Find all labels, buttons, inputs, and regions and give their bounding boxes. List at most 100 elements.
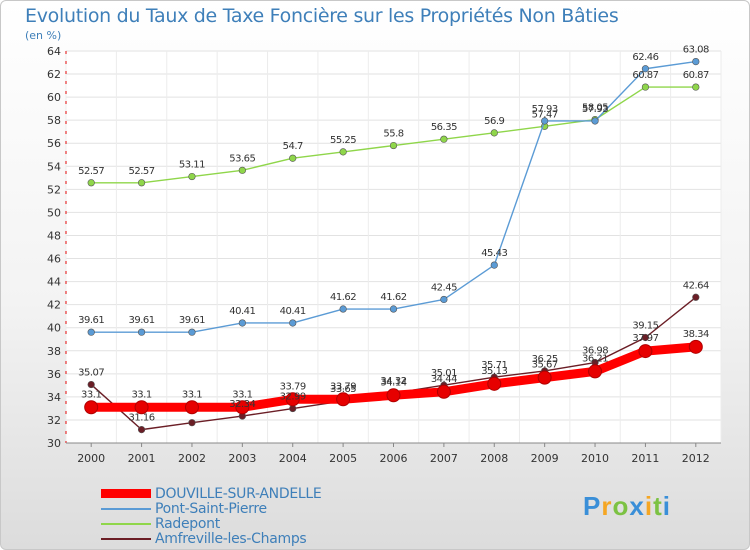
legend-swatch-amfreville xyxy=(101,537,151,540)
y-tick-label: 52 xyxy=(47,183,61,196)
data-label: 40.41 xyxy=(229,306,255,317)
logo-letter: t xyxy=(653,491,663,521)
data-label: 57.93 xyxy=(582,104,608,115)
proxiti-logo[interactable]: Proxiti xyxy=(583,491,671,522)
logo-letter: i xyxy=(644,491,654,521)
data-label: 39.61 xyxy=(179,315,205,326)
data-label: 56.9 xyxy=(484,116,504,127)
data-point xyxy=(490,261,498,269)
legend-swatch-radepont xyxy=(101,522,151,525)
data-label: 37.97 xyxy=(632,333,658,344)
x-tick-label: 2006 xyxy=(380,452,408,465)
x-tick-label: 2005 xyxy=(329,452,357,465)
data-point xyxy=(87,380,95,389)
data-point xyxy=(591,117,599,125)
data-label: 52.57 xyxy=(78,166,104,177)
legend-swatch-pont-saint-pierre xyxy=(101,507,151,510)
data-label: 32.34 xyxy=(229,399,255,410)
y-tick-label: 46 xyxy=(47,253,61,266)
legend-label: DOUVILLE-SUR-ANDELLE xyxy=(155,485,322,502)
data-label: 35.71 xyxy=(481,360,507,371)
data-label: 34.32 xyxy=(380,376,406,387)
data-label: 45.43 xyxy=(481,248,507,259)
logo-letter: P xyxy=(583,491,602,521)
data-point xyxy=(134,400,149,415)
legend-item-douville[interactable]: DOUVILLE-SUR-ANDELLE xyxy=(101,485,322,502)
data-point xyxy=(235,400,250,415)
x-tick-label: 2000 xyxy=(77,452,105,465)
data-label: 53.65 xyxy=(229,153,255,164)
y-tick-label: 38 xyxy=(47,345,61,358)
data-point xyxy=(339,305,347,313)
y-tick-label: 50 xyxy=(47,206,61,219)
legend-item-pont-saint-pierre[interactable]: Pont-Saint-Pierre xyxy=(101,500,267,517)
logo-letter: o xyxy=(612,491,630,521)
x-tick-label: 2009 xyxy=(531,452,559,465)
data-point xyxy=(137,426,146,434)
data-point xyxy=(336,392,351,407)
series-layer xyxy=(84,58,703,434)
data-point xyxy=(692,83,700,91)
y-tick-label: 42 xyxy=(47,299,61,312)
legend-item-amfreville[interactable]: Amfreville-les-Champs xyxy=(101,530,307,547)
data-label: 33.1 xyxy=(131,389,151,400)
data-point xyxy=(541,117,549,125)
data-point xyxy=(137,328,146,336)
legend-item-radepont[interactable]: Radepont xyxy=(101,515,220,532)
x-tick-label: 2002 xyxy=(178,452,206,465)
data-label: 36.98 xyxy=(582,346,608,357)
data-point xyxy=(641,333,650,342)
data-point xyxy=(638,344,653,359)
plot-area xyxy=(66,51,721,443)
data-point xyxy=(84,400,99,415)
data-point xyxy=(436,384,451,399)
data-label: 33.1 xyxy=(81,389,101,400)
x-tick-label: 2004 xyxy=(279,452,307,465)
data-point xyxy=(87,179,95,187)
chart-title: Evolution du Taux de Taxe Foncière sur l… xyxy=(25,5,619,27)
data-label: 33.65 xyxy=(330,384,356,395)
data-point xyxy=(389,141,398,150)
data-label: 34.44 xyxy=(431,374,457,385)
legend-label: Pont-Saint-Pierre xyxy=(155,500,267,517)
label-layer: 52.57 52.57 53.11 53.65 54.7 55.25 55.8 56.35 56… xyxy=(78,45,709,424)
data-point xyxy=(688,339,703,354)
data-point xyxy=(188,419,196,427)
data-label: 38.34 xyxy=(683,329,709,340)
legend-label: Amfreville-les-Champs xyxy=(155,530,307,547)
data-label: 40.41 xyxy=(280,306,306,317)
data-label: 36.21 xyxy=(582,353,608,364)
y-tick-label: 44 xyxy=(47,276,61,289)
data-point xyxy=(692,58,700,66)
data-point xyxy=(386,388,401,403)
data-label: 35.07 xyxy=(78,368,104,379)
y-tick-label: 32 xyxy=(47,414,61,427)
data-point xyxy=(588,364,603,379)
x-tick-label: 2003 xyxy=(228,452,256,465)
data-point xyxy=(490,129,498,137)
data-label: 52.57 xyxy=(129,166,155,177)
data-point xyxy=(289,319,297,327)
legend-label: Radepont xyxy=(155,515,220,532)
data-point xyxy=(641,65,650,73)
data-point xyxy=(238,166,246,174)
x-tick-label: 2007 xyxy=(430,452,458,465)
data-point xyxy=(238,319,246,327)
data-label: 42.64 xyxy=(683,280,709,291)
data-label: 39.61 xyxy=(129,315,155,326)
y-tick-label: 34 xyxy=(47,391,61,404)
data-point xyxy=(289,154,297,162)
data-label: 63.08 xyxy=(683,45,709,56)
y-tick-label: 30 xyxy=(47,437,61,450)
data-label: 33.79 xyxy=(280,381,306,392)
data-label: 57.47 xyxy=(532,109,558,120)
y-tick-label: 36 xyxy=(47,368,61,381)
data-label: 35.13 xyxy=(481,366,507,377)
data-label: 54.7 xyxy=(283,141,303,152)
x-tick-label: 2001 xyxy=(128,452,156,465)
axis-layer: 30 32 34 36 38 40 42 44 46 48 50 52 54 56 58 60 62 64 2000… xyxy=(47,45,721,465)
data-point xyxy=(184,400,199,415)
data-point xyxy=(440,135,448,143)
